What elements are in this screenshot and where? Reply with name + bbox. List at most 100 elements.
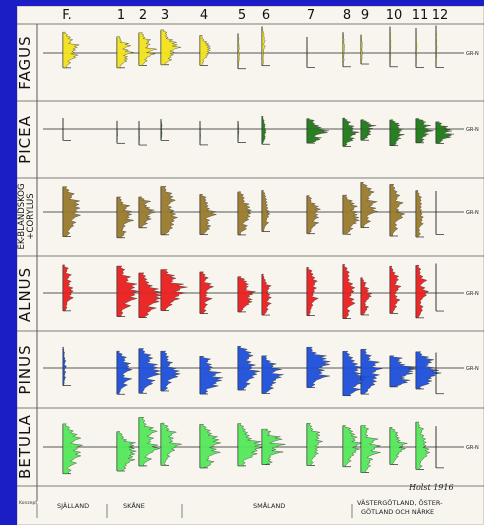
pollen-curve-pinus-2 bbox=[116, 350, 133, 395]
region-label-ostergotland: GÖTLAND OCH NÄRKE bbox=[361, 507, 434, 516]
pollen-curve-fagus-9 bbox=[342, 32, 345, 68]
reference-label: GR-N bbox=[466, 291, 479, 297]
pollen-curve-alnus-7 bbox=[261, 273, 272, 316]
pollen-curve-fagus-13 bbox=[435, 25, 438, 68]
row-labels: FAGUS PICEA EK-BLANDSKOG +CORYLUS ALNUS PINUS… bbox=[17, 35, 36, 479]
pollen-curve-picea-3 bbox=[138, 120, 140, 146]
pollen-curve-betula-6 bbox=[237, 423, 262, 467]
pollen-curve-ekblandskog-11 bbox=[389, 184, 406, 237]
pollen-curves bbox=[62, 25, 455, 475]
site-number-12: 12 bbox=[432, 8, 449, 23]
reference-label: GR-N bbox=[466, 210, 479, 216]
pollen-curve-betula-4 bbox=[160, 422, 182, 466]
pollen-curve-picea-6 bbox=[237, 120, 240, 143]
pollen-curve-fagus-6 bbox=[237, 33, 241, 69]
pollen-curve-ekblandskog-7 bbox=[261, 190, 271, 232]
pollen-curve-betula-8 bbox=[306, 423, 324, 466]
pollen-curve-ekblandskog-6 bbox=[237, 191, 253, 236]
site-number-f: F. bbox=[62, 8, 72, 23]
pollen-curve-betula-9 bbox=[342, 425, 363, 467]
pollen-curve-pinus-10 bbox=[360, 348, 383, 395]
pollen-curve-fagus-4 bbox=[160, 29, 182, 66]
pollen-curve-picea-7 bbox=[261, 116, 267, 145]
pollen-curve-fagus-5 bbox=[199, 35, 212, 66]
pollen-curve-picea-9 bbox=[342, 117, 360, 147]
region-label-skane: SKÅNE bbox=[123, 501, 145, 510]
signature: Holst 1916 bbox=[408, 483, 454, 492]
pollen-curve-ekblandskog-10 bbox=[360, 182, 379, 228]
pollen-curve-ekblandskog-2 bbox=[116, 196, 134, 239]
region-dividers bbox=[36, 504, 353, 518]
pollen-curve-betula-5 bbox=[199, 423, 221, 469]
pollen-curve-ekblandskog-9 bbox=[342, 194, 361, 235]
pollen-curve-fagus-10 bbox=[360, 34, 363, 65]
pollen-curve-alnus-12 bbox=[415, 264, 430, 319]
pollen-curve-alnus-10 bbox=[360, 277, 373, 316]
pollen-curve-fagus-2 bbox=[116, 36, 134, 69]
reference-label: GR-N bbox=[466, 366, 479, 372]
row-label-fagus: FAGUS bbox=[17, 35, 34, 89]
site-number-10: 10 bbox=[386, 8, 403, 23]
pollen-curve-pinus-8 bbox=[306, 346, 331, 388]
pollen-curve-pinus-12 bbox=[415, 351, 442, 390]
pollen-curve-fagus-3 bbox=[138, 32, 157, 66]
row-label-betula: BETULA bbox=[17, 414, 34, 479]
corner-note: Konzept bbox=[19, 500, 37, 506]
row-label-ekblandskog-1: EK-BLANDSKOG bbox=[17, 183, 27, 249]
region-label-row: SJÄLLAND SKÅNE SMÅLAND VÄSTERGÖTLAND, ÖS… bbox=[57, 498, 443, 516]
pollen-curve-alnus-9 bbox=[342, 264, 356, 319]
pollen-diagram: F. 1 2 3 4 5 6 7 8 9 10 11 12 FAGUSPICEAEK-BLANDSKOG… bbox=[17, 8, 484, 518]
row-label-alnus: ALNUS bbox=[17, 267, 34, 322]
pollen-curve-picea-12 bbox=[415, 118, 434, 144]
pollen-curve-alnus-3 bbox=[138, 272, 162, 318]
pollen-curve-pinus-9 bbox=[342, 350, 372, 396]
pollen-curve-ekblandskog-5 bbox=[199, 194, 218, 235]
pollen-curve-ekblandskog-3 bbox=[138, 196, 156, 229]
pollen-curve-ekblandskog-8 bbox=[306, 195, 322, 234]
pollen-curve-fagus-1 bbox=[62, 31, 80, 69]
pollen-curve-betula-2 bbox=[116, 431, 137, 472]
pollen-curve-picea-5 bbox=[199, 120, 201, 146]
pollen-curve-pinus-5 bbox=[199, 356, 224, 395]
pollen-curve-betula-3 bbox=[138, 417, 160, 467]
pollen-curve-fagus-12 bbox=[415, 27, 418, 68]
pollen-curve-ekblandskog-4 bbox=[160, 186, 179, 236]
region-label-smaland: SMÅLAND bbox=[253, 501, 285, 510]
site-number-4: 4 bbox=[200, 8, 208, 23]
site-number-8: 8 bbox=[343, 8, 351, 23]
pollen-curve-betula-11 bbox=[389, 427, 408, 465]
pollen-curve-alnus-8 bbox=[306, 267, 319, 316]
reference-label: GR-N bbox=[466, 127, 479, 133]
site-number-3: 3 bbox=[161, 8, 169, 23]
row-label-ekblandskog-2: +CORYLUS bbox=[26, 193, 36, 239]
pollen-curve-picea-4 bbox=[160, 118, 163, 141]
site-number-9: 9 bbox=[361, 8, 369, 23]
pollen-curve-alnus-5 bbox=[199, 271, 215, 314]
pollen-curve-pinus-1 bbox=[62, 346, 67, 386]
pollen-curve-fagus-7 bbox=[261, 26, 266, 66]
pollen-curve-ekblandskog-1 bbox=[62, 186, 82, 237]
pollen-curve-picea-13 bbox=[435, 121, 455, 144]
pollen-curve-betula-7 bbox=[261, 428, 286, 465]
pollen-curve-picea-8 bbox=[306, 118, 330, 144]
row-baselines: GR-N GR-N GR-N GR-N GR-N GR-N bbox=[43, 51, 479, 451]
pollen-curve-alnus-4 bbox=[160, 269, 188, 311]
pollen-curve-alnus-11 bbox=[389, 265, 402, 314]
pollen-curve-alnus-6 bbox=[237, 276, 256, 313]
site-number-7: 7 bbox=[307, 8, 315, 23]
pollen-curve-fagus-8 bbox=[306, 36, 308, 68]
region-label-vastergotland: VÄSTERGÖTLAND, ÖSTER- bbox=[357, 498, 443, 507]
site-number-6: 6 bbox=[262, 8, 270, 23]
site-number-row: F. 1 2 3 4 5 6 7 8 9 10 11 12 bbox=[62, 8, 448, 23]
pollen-curve-betula-1 bbox=[62, 423, 83, 474]
row-separators bbox=[17, 23, 484, 501]
row-label-picea: PICEA bbox=[17, 115, 34, 164]
pollen-curve-picea-11 bbox=[389, 119, 405, 146]
row-label-pinus: PINUS bbox=[17, 344, 34, 394]
site-number-2: 2 bbox=[139, 8, 147, 23]
pollen-curve-betula-12 bbox=[415, 421, 431, 470]
pollen-curve-pinus-3 bbox=[138, 348, 161, 394]
pollen-curve-picea-2 bbox=[116, 120, 118, 144]
pollen-curve-pinus-7 bbox=[261, 355, 284, 394]
reference-label: GR-N bbox=[466, 445, 479, 451]
